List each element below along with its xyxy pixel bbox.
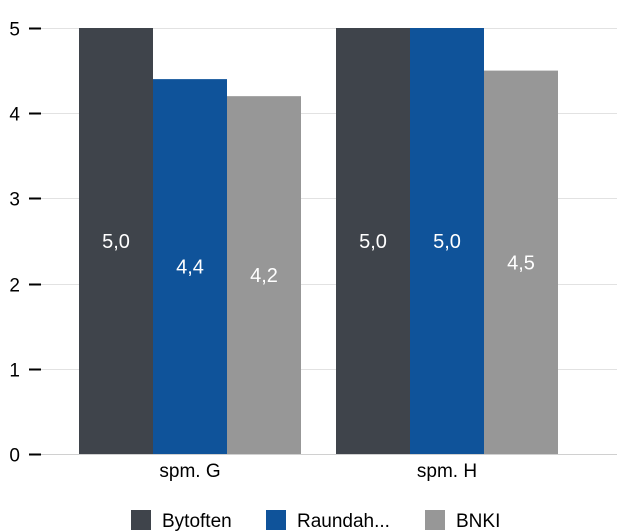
- legend-label-0: Bytoften: [162, 511, 232, 532]
- bars: [79, 28, 558, 455]
- bar-bytoften-0: [79, 28, 153, 454]
- y-tick-label-1: 1: [9, 361, 20, 382]
- bar-bnki-0: [227, 96, 301, 454]
- legend: Bytoften Raundah... BNKI: [131, 510, 500, 532]
- data-label-0-0: 5,0: [102, 231, 130, 253]
- legend-label-2: BNKI: [456, 511, 500, 532]
- y-tick-label-3: 3: [9, 190, 20, 211]
- data-label-2-1: 4,5: [507, 252, 535, 274]
- legend-label-1: Raundah...: [297, 511, 390, 532]
- bar-raundah-1: [410, 28, 484, 454]
- y-tick-label-0: 0: [9, 446, 20, 467]
- data-label-1-0: 4,4: [176, 257, 204, 279]
- y-tick-label-4: 4: [9, 105, 20, 126]
- data-label-2-0: 4,2: [250, 265, 278, 287]
- legend-swatch-0: [131, 510, 151, 530]
- y-tick-label-2: 2: [9, 276, 20, 297]
- data-label-1-1: 5,0: [433, 231, 461, 253]
- y-tick-label-5: 5: [9, 20, 20, 41]
- bar-raundah-0: [153, 79, 227, 455]
- legend-swatch-1: [266, 510, 286, 530]
- bar-bytoften-1: [336, 28, 410, 454]
- legend-swatch-2: [425, 510, 445, 530]
- data-label-0-1: 5,0: [359, 231, 387, 253]
- x-category-label-1: spm. H: [417, 461, 477, 482]
- x-category-label-0: spm. G: [159, 461, 220, 482]
- bar-bnki-1: [484, 70, 558, 454]
- axes: 0 1 2 3 4 5 spm. G spm. H: [9, 20, 617, 482]
- data-labels: 5,0 5,0 4,4 5,0 4,2 4,5: [102, 231, 535, 287]
